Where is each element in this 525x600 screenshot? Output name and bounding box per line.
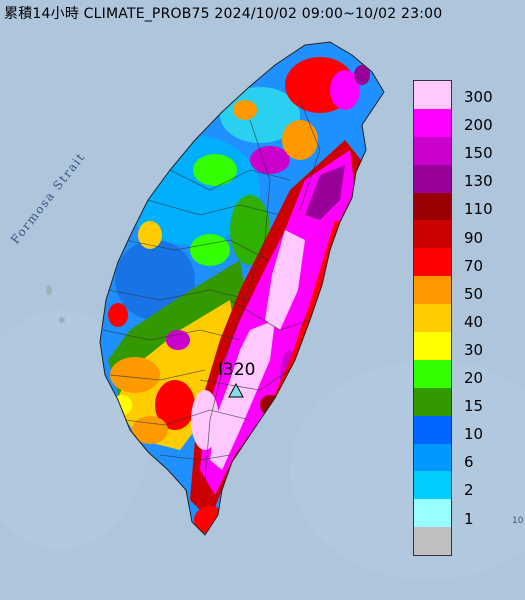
legend-swatch: [414, 443, 451, 472]
edge-label: 10: [512, 516, 524, 526]
map-title: 累積14小時 CLIMATE_PROB75 2024/10/02 09:00~1…: [4, 6, 443, 22]
legend-label: 50: [464, 284, 484, 303]
legend-label: 2: [464, 481, 474, 500]
legend-label: 6: [464, 453, 474, 472]
legend-label: 30: [464, 340, 484, 359]
triangle-marker-icon: [228, 382, 244, 398]
legend-swatch: [414, 192, 451, 221]
legend-label: 15: [464, 397, 484, 416]
legend-swatch: [414, 415, 451, 444]
legend-label: 20: [464, 369, 484, 387]
legend-label: 110: [464, 200, 493, 219]
legend-swatch: [414, 136, 451, 165]
legend-label: 150: [464, 144, 493, 163]
legend-label: 200: [464, 116, 493, 135]
legend-swatch: [414, 248, 451, 277]
legend-swatch: [414, 332, 451, 360]
legend-label: 130: [464, 172, 493, 191]
legend-swatch: [414, 471, 451, 500]
color-legend: [413, 80, 452, 557]
legend-label: 70: [464, 256, 484, 275]
legend-label: 300: [464, 88, 493, 106]
legend-swatch: [414, 108, 451, 137]
legend-label: 90: [464, 228, 484, 247]
legend-swatch: [414, 220, 451, 249]
legend-swatch: [414, 387, 451, 416]
legend-swatch: [414, 81, 451, 109]
legend-label: 40: [464, 312, 484, 331]
legend-label: 1: [464, 509, 474, 528]
station-label: I320: [218, 360, 256, 380]
legend-swatch: [414, 499, 451, 528]
legend-swatch: [414, 304, 451, 333]
legend-label: 10: [464, 425, 484, 444]
legend-swatch: [414, 527, 451, 556]
legend-swatch: [414, 164, 451, 193]
legend-swatch: [414, 359, 451, 388]
legend-swatch: [414, 276, 451, 305]
